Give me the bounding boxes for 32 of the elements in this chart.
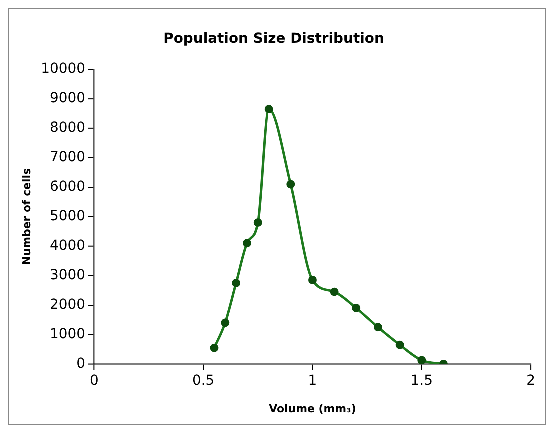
y-tick-label: 10000 <box>41 61 86 78</box>
x-tick-label: 2 <box>526 373 536 390</box>
x-tick-label: 1.5 <box>410 373 433 390</box>
y-axis-title: Number of cells <box>20 168 34 266</box>
y-tick-label: 5000 <box>50 208 86 225</box>
y-tick-label: 4000 <box>50 238 86 254</box>
point <box>352 304 361 313</box>
y-tick-label: 6000 <box>50 179 86 196</box>
x-tick-label: 0.5 <box>192 373 215 390</box>
y-tick-label: 2000 <box>50 296 86 313</box>
point <box>221 318 230 328</box>
point <box>232 278 241 288</box>
point <box>264 105 274 114</box>
point <box>210 344 219 352</box>
y-tick-label: 9000 <box>50 90 86 107</box>
point <box>243 239 252 248</box>
point <box>308 276 317 285</box>
y-tick-label: 7000 <box>50 150 86 166</box>
point <box>418 356 426 364</box>
y-tick-label: 3000 <box>50 267 86 284</box>
chart-title: Population Size Distribution <box>164 30 384 47</box>
point <box>286 180 296 189</box>
x-tick-label: 1 <box>308 373 318 390</box>
point <box>396 340 404 350</box>
x-axis-title: Volume (mm₃) <box>269 402 356 416</box>
point <box>330 288 339 296</box>
y-tick-label: 1000 <box>50 326 86 342</box>
point <box>374 323 382 332</box>
x-tick-label: 0 <box>90 373 99 390</box>
point <box>254 218 262 228</box>
y-tick-label: 0 <box>76 356 86 372</box>
y-tick-label: 8000 <box>50 120 86 136</box>
